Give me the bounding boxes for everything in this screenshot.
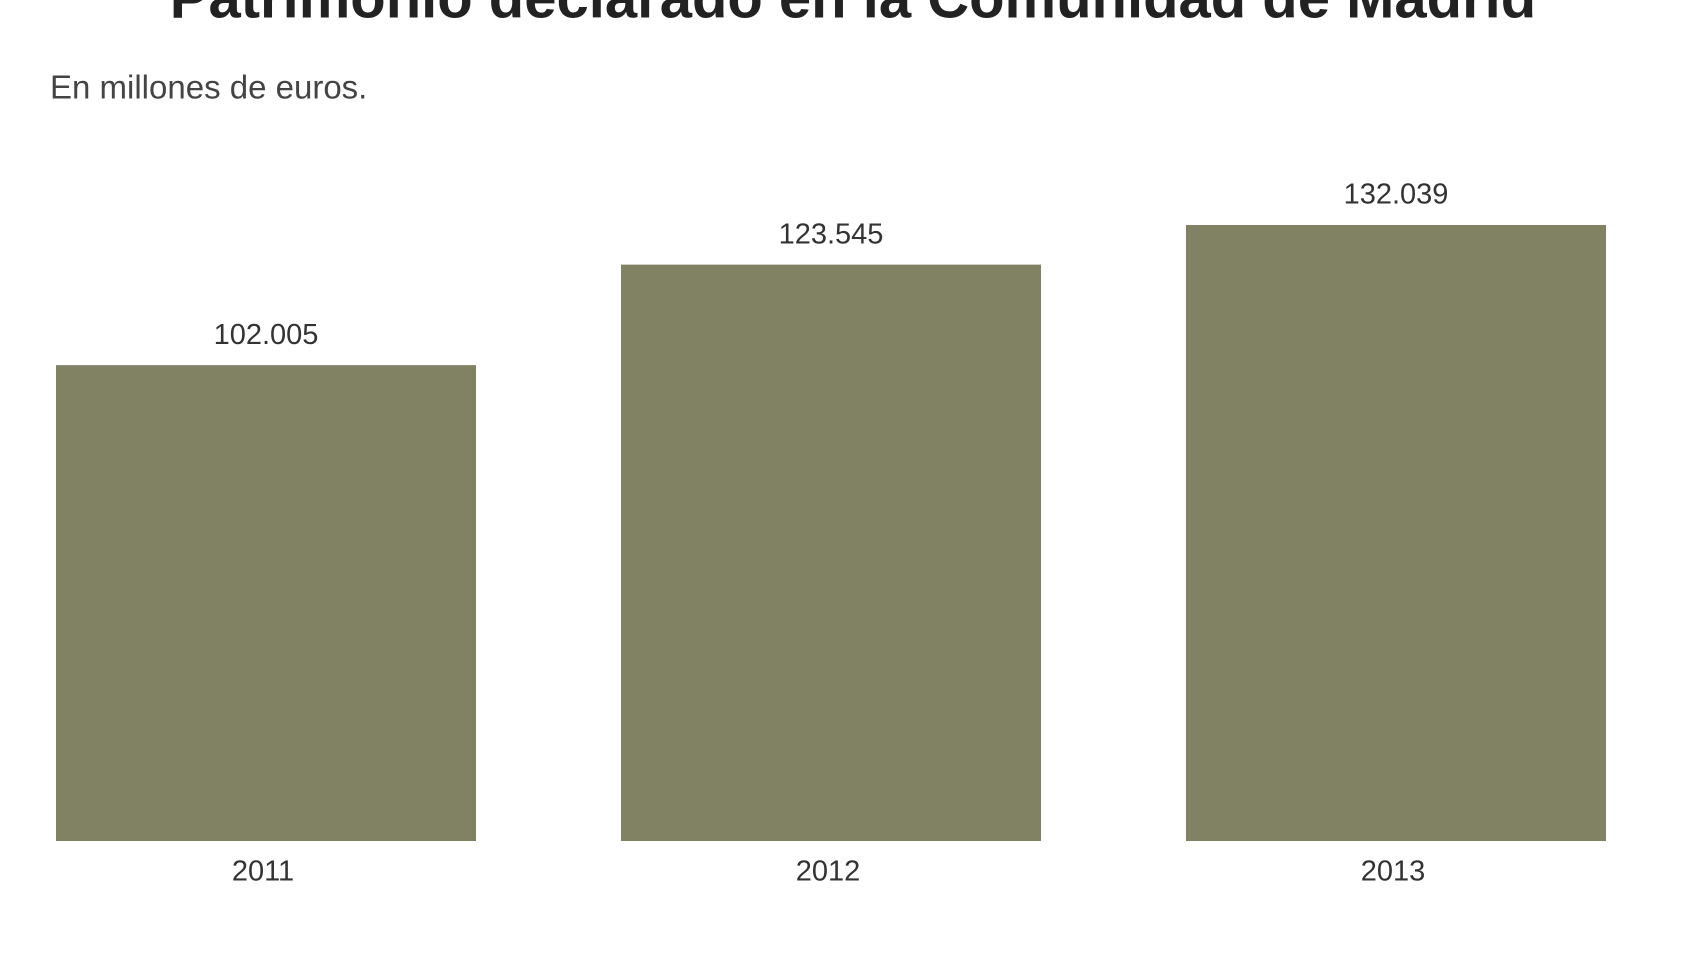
bar	[56, 365, 476, 841]
bar	[1186, 225, 1606, 841]
chart-subtitle: En millones de euros.	[50, 69, 367, 106]
value-label: 132.039	[1344, 179, 1449, 211]
x-tick-label: 2013	[1361, 856, 1426, 888]
bar	[621, 264, 1041, 841]
chart-title: Patrimonio declarado en la Comunidad de …	[170, 0, 1536, 30]
x-tick-label: 2012	[796, 856, 861, 888]
value-label: 123.545	[779, 218, 884, 250]
value-label: 102.005	[214, 319, 319, 351]
x-tick-label: 2011	[232, 856, 294, 888]
